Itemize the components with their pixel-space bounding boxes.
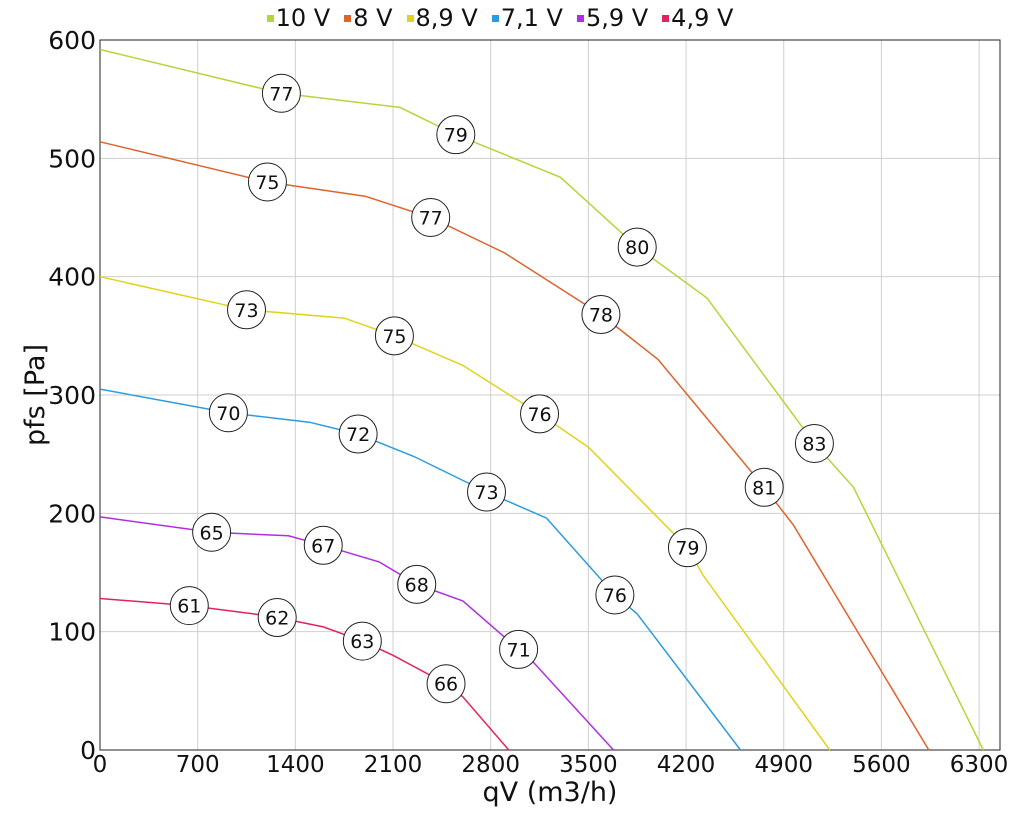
legend-label: 10 V (275, 4, 331, 32)
efficiency-label: 77 (419, 208, 443, 230)
efficiency-marker (520, 394, 560, 434)
x-axis-label: qV (m3/h) (483, 777, 618, 808)
x-tick-label: 5600 (852, 752, 911, 778)
efficiency-marker (227, 290, 267, 330)
x-tick-label: 0 (93, 752, 108, 778)
efficiency-label: 73 (234, 300, 258, 322)
legend-swatch (344, 14, 352, 22)
legend-swatch (406, 14, 414, 22)
efficiency-marker (338, 414, 378, 454)
efficiency-label: 70 (216, 403, 240, 425)
efficiency-marker (581, 295, 621, 335)
legend-label: 4,9 V (671, 4, 734, 32)
legend-label: 8 V (353, 4, 393, 32)
legend-swatch (491, 14, 499, 22)
efficiency-label: 79 (444, 125, 468, 147)
efficiency-marker (744, 467, 784, 507)
legend-item: 7,1 V (491, 4, 563, 32)
efficiency-marker (436, 115, 476, 155)
y-tick-label: 600 (48, 26, 96, 55)
series-line (99, 48, 984, 751)
x-tick-label: 4200 (657, 752, 716, 778)
y-tick-label: 200 (48, 499, 96, 528)
x-tick-label: 6300 (950, 752, 1009, 778)
efficiency-label: 73 (474, 482, 498, 504)
efficiency-label: 66 (434, 674, 458, 696)
efficiency-label: 75 (255, 172, 279, 194)
y-tick-label: 500 (48, 144, 96, 173)
legend-item: 10 V (266, 4, 331, 32)
x-tick-label: 2100 (364, 752, 423, 778)
efficiency-marker (411, 198, 451, 237)
efficiency-marker (374, 316, 414, 356)
plot-frame (99, 39, 1001, 751)
efficiency-label: 62 (265, 607, 289, 629)
efficiency-marker (667, 528, 707, 568)
efficiency-marker (247, 162, 287, 202)
legend-label: 8,9 V (415, 4, 478, 32)
legend-swatch (576, 14, 584, 22)
efficiency-marker (342, 621, 382, 661)
efficiency-marker (192, 512, 232, 552)
efficiency-label: 63 (350, 631, 374, 653)
x-tick-label: 3500 (559, 752, 618, 778)
efficiency-marker (617, 227, 657, 267)
legend-item: 8,9 V (406, 4, 478, 32)
legend-item: 5,9 V (576, 4, 649, 32)
efficiency-label: 71 (507, 639, 531, 661)
legend-item: 4,9 V (662, 4, 733, 32)
efficiency-marker (208, 393, 248, 433)
y-tick-label: 0 (80, 736, 96, 765)
efficiency-label: 79 (675, 538, 699, 560)
legend-label: 5,9 V (585, 4, 649, 32)
efficiency-marker (257, 597, 297, 637)
y-axis-label: pfs [Pa] (20, 344, 51, 446)
efficiency-marker (499, 629, 539, 669)
efficiency-label: 68 (405, 574, 429, 596)
efficiency-label: 72 (346, 424, 370, 446)
y-tick-label: 100 (48, 618, 96, 647)
legend-swatch (662, 14, 670, 22)
x-tick-label: 1400 (266, 752, 325, 778)
legend-label: 7,1 V (500, 4, 563, 32)
legend-item: 8 V (344, 4, 393, 32)
efficiency-label: 83 (802, 434, 826, 456)
efficiency-marker (261, 73, 301, 113)
efficiency-marker (426, 664, 466, 704)
x-tick-label: 4900 (754, 752, 813, 778)
efficiency-label: 65 (200, 522, 224, 544)
x-tick-label: 700 (176, 752, 220, 778)
efficiency-label: 67 (311, 535, 335, 557)
y-tick-label: 400 (48, 263, 96, 292)
efficiency-marker (467, 472, 507, 512)
efficiency-label: 80 (625, 237, 649, 259)
x-tick-label: 2800 (461, 752, 520, 778)
efficiency-label: 78 (589, 305, 613, 327)
efficiency-label: 61 (177, 596, 201, 618)
efficiency-marker (794, 424, 834, 464)
efficiency-marker (169, 586, 209, 626)
efficiency-label: 77 (269, 83, 293, 105)
y-tick-label: 300 (48, 381, 96, 410)
efficiency-label: 81 (752, 477, 776, 499)
efficiency-marker (595, 575, 635, 615)
efficiency-marker (397, 564, 437, 604)
legend-swatch (266, 14, 274, 22)
efficiency-label: 75 (382, 326, 406, 348)
efficiency-marker (303, 525, 343, 565)
efficiency-label: 76 (527, 404, 551, 426)
efficiency-label: 76 (603, 585, 627, 607)
series-line (99, 141, 930, 751)
chart-legend: 10 V 8 V 8,9 V 7,1 V 5,9 V 4,9 V (0, 4, 1000, 32)
